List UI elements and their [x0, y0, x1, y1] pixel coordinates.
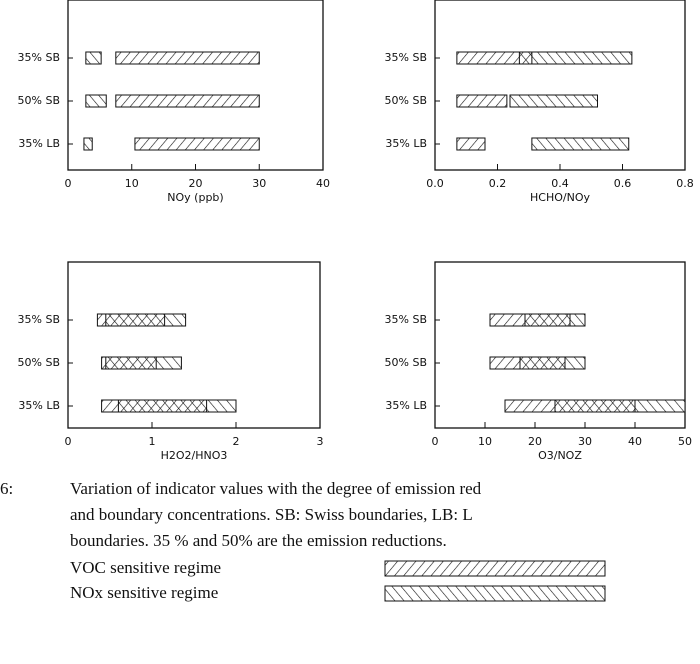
- caption-line: and boundary concentrations. SB: Swiss b…: [70, 505, 473, 524]
- x-axis-label: O3/NOZ: [538, 449, 582, 462]
- x-tick-label: 0: [432, 435, 439, 448]
- x-tick-label: 0.0: [426, 177, 444, 190]
- range-bar: [117, 399, 237, 413]
- range-bar: [524, 313, 586, 327]
- x-tick-label: 10: [125, 177, 139, 190]
- x-tick-label: 30: [252, 177, 266, 190]
- range-bar: [115, 51, 260, 65]
- x-axis-label: H2O2/HNO3: [161, 449, 228, 462]
- y-tick-label: 35% LB: [385, 137, 427, 150]
- x-tick-label: 0.2: [489, 177, 507, 190]
- y-tick-label: 50% SB: [18, 94, 60, 107]
- y-tick-label: 35% SB: [385, 313, 427, 326]
- y-tick-label: 35% SB: [18, 51, 60, 64]
- range-bar: [134, 137, 260, 151]
- range-bar: [554, 399, 686, 413]
- caption-line: Variation of indicator values with the d…: [70, 479, 482, 498]
- x-tick-label: 3: [317, 435, 324, 448]
- range-bar: [518, 51, 633, 65]
- y-tick-label: 35% SB: [18, 313, 60, 326]
- legend-label: VOC sensitive regime: [70, 558, 221, 577]
- range-bar: [456, 137, 486, 151]
- plot-frame: [434, 261, 686, 429]
- x-tick-label: 1: [149, 435, 156, 448]
- legend-swatch: [384, 585, 606, 602]
- x-tick-label: 40: [316, 177, 330, 190]
- x-tick-label: 50: [678, 435, 692, 448]
- range-bar: [105, 356, 182, 370]
- y-tick-label: 50% SB: [385, 356, 427, 369]
- x-tick-label: 0: [65, 435, 72, 448]
- y-tick-label: 35% LB: [18, 399, 60, 412]
- range-bar: [456, 94, 508, 108]
- legend-swatch: [384, 560, 606, 577]
- caption-line: boundaries. 35 % and 50% are the emissio…: [70, 531, 447, 550]
- range-bar: [85, 51, 102, 65]
- x-tick-label: 0.6: [614, 177, 632, 190]
- plot-frame: [67, 261, 321, 429]
- x-tick-label: 2: [233, 435, 240, 448]
- range-bar: [83, 137, 93, 151]
- range-bar: [509, 94, 598, 108]
- x-tick-label: 20: [189, 177, 203, 190]
- y-tick-label: 35% LB: [385, 399, 427, 412]
- caption-label: 6:: [0, 479, 13, 498]
- x-tick-label: 30: [578, 435, 592, 448]
- y-tick-label: 50% SB: [385, 94, 427, 107]
- x-tick-label: 20: [528, 435, 542, 448]
- x-axis-label: HCHO/NOy: [530, 191, 590, 204]
- x-tick-label: 10: [478, 435, 492, 448]
- x-tick-label: 0: [65, 177, 72, 190]
- range-bar: [115, 94, 260, 108]
- legend-label: NOx sensitive regime: [70, 583, 218, 602]
- x-axis-label: NOy (ppb): [167, 191, 223, 204]
- range-bar: [531, 137, 630, 151]
- x-tick-label: 40: [628, 435, 642, 448]
- x-tick-label: 0.4: [551, 177, 569, 190]
- y-tick-label: 50% SB: [18, 356, 60, 369]
- y-tick-label: 35% SB: [385, 51, 427, 64]
- x-tick-label: 0.8: [676, 177, 694, 190]
- range-bar: [85, 94, 107, 108]
- range-bar: [519, 356, 586, 370]
- y-tick-label: 35% LB: [18, 137, 60, 150]
- range-bar: [105, 313, 187, 327]
